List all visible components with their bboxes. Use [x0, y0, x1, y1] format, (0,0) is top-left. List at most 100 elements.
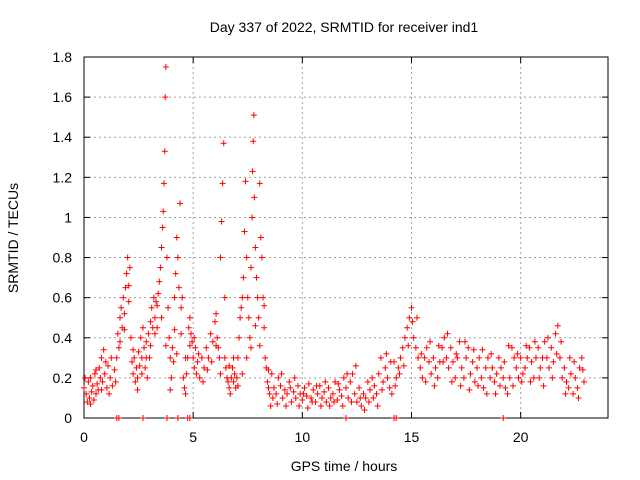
- data-point: [129, 358, 136, 365]
- data-point: [301, 384, 308, 391]
- data-point: [143, 354, 150, 361]
- data-point: [260, 294, 267, 301]
- data-point: [448, 378, 455, 385]
- data-point: [540, 382, 547, 389]
- data-point: [327, 394, 334, 401]
- data-point: [336, 386, 343, 393]
- data-point: [88, 388, 95, 395]
- data-point: [132, 378, 139, 385]
- data-point: [150, 294, 157, 301]
- data-point: [196, 374, 203, 381]
- data-point: [369, 374, 376, 381]
- data-point: [386, 384, 393, 391]
- data-point: [123, 270, 130, 277]
- data-point: [100, 346, 107, 353]
- data-point: [457, 382, 464, 389]
- data-point: [432, 364, 439, 371]
- data-point: [501, 358, 508, 365]
- data-point: [300, 390, 307, 397]
- data-point: [430, 354, 437, 361]
- chart-title: Day 337 of 2022, SRMTID for receiver ind…: [210, 19, 479, 35]
- data-point: [400, 362, 407, 369]
- data-point: [186, 314, 193, 321]
- data-point: [216, 354, 223, 361]
- data-point: [474, 364, 480, 371]
- data-point: [262, 354, 269, 361]
- data-point: [183, 370, 190, 377]
- data-point: [226, 384, 233, 391]
- data-point: [174, 415, 181, 421]
- data-point: [379, 386, 386, 393]
- data-point: [492, 390, 499, 397]
- y-tick-label: 1.6: [53, 89, 73, 105]
- data-point: [562, 390, 569, 397]
- data-point: [496, 382, 503, 389]
- data-point: [357, 394, 364, 401]
- data-point: [130, 370, 137, 377]
- data-point: [233, 374, 240, 381]
- data-point: [181, 384, 188, 391]
- data-point: [418, 350, 425, 357]
- data-point: [253, 274, 260, 281]
- data-point: [156, 278, 163, 285]
- data-point: [236, 334, 243, 341]
- data-point: [255, 314, 262, 321]
- data-point: [111, 366, 118, 373]
- y-tick-label: 0.2: [53, 370, 73, 386]
- data-point: [121, 326, 128, 333]
- data-point: [182, 354, 189, 361]
- data-point: [305, 380, 312, 387]
- data-point: [239, 294, 246, 301]
- data-point: [167, 386, 174, 393]
- data-point: [374, 402, 381, 409]
- data-point: [240, 274, 247, 281]
- data-point: [244, 294, 251, 301]
- points-layer: [81, 64, 587, 421]
- data-point: [405, 342, 412, 349]
- data-point: [178, 304, 185, 311]
- data-point: [371, 382, 378, 389]
- data-point: [250, 112, 257, 119]
- data-point: [284, 390, 291, 397]
- data-point: [252, 322, 259, 329]
- data-point: [96, 364, 103, 371]
- data-point: [192, 344, 199, 351]
- data-point: [463, 354, 470, 361]
- data-point: [567, 370, 574, 377]
- data-point: [254, 294, 261, 301]
- data-point: [160, 208, 167, 215]
- data-point: [343, 415, 349, 421]
- data-point: [570, 390, 577, 397]
- data-point: [579, 366, 586, 373]
- data-point: [238, 304, 245, 311]
- data-point: [257, 234, 264, 241]
- data-point: [362, 394, 369, 401]
- data-point: [444, 330, 451, 337]
- data-point: [225, 378, 232, 385]
- data-point: [256, 180, 263, 187]
- data-point: [299, 396, 306, 403]
- data-point: [467, 370, 474, 377]
- data-point: [528, 358, 535, 365]
- data-point: [396, 370, 403, 377]
- data-point: [148, 304, 155, 311]
- data-point: [401, 334, 408, 341]
- data-point: [201, 364, 208, 371]
- tick-layer: 0 0.2 0.4 0.6 0.8 1 1.2 1.4 1.6 1.8 0 5 10 15 20: [53, 49, 608, 445]
- data-point: [237, 314, 244, 321]
- data-point: [84, 398, 91, 405]
- data-point: [178, 330, 185, 337]
- data-point: [219, 180, 226, 187]
- data-point: [431, 382, 438, 389]
- data-point: [356, 384, 363, 391]
- data-point: [281, 386, 288, 393]
- data-point: [261, 324, 268, 331]
- data-point: [348, 398, 355, 405]
- data-point: [439, 344, 446, 351]
- data-point: [498, 364, 505, 371]
- data-point: [158, 244, 165, 251]
- data-point: [364, 378, 371, 385]
- data-point: [130, 346, 137, 353]
- data-point: [484, 354, 491, 361]
